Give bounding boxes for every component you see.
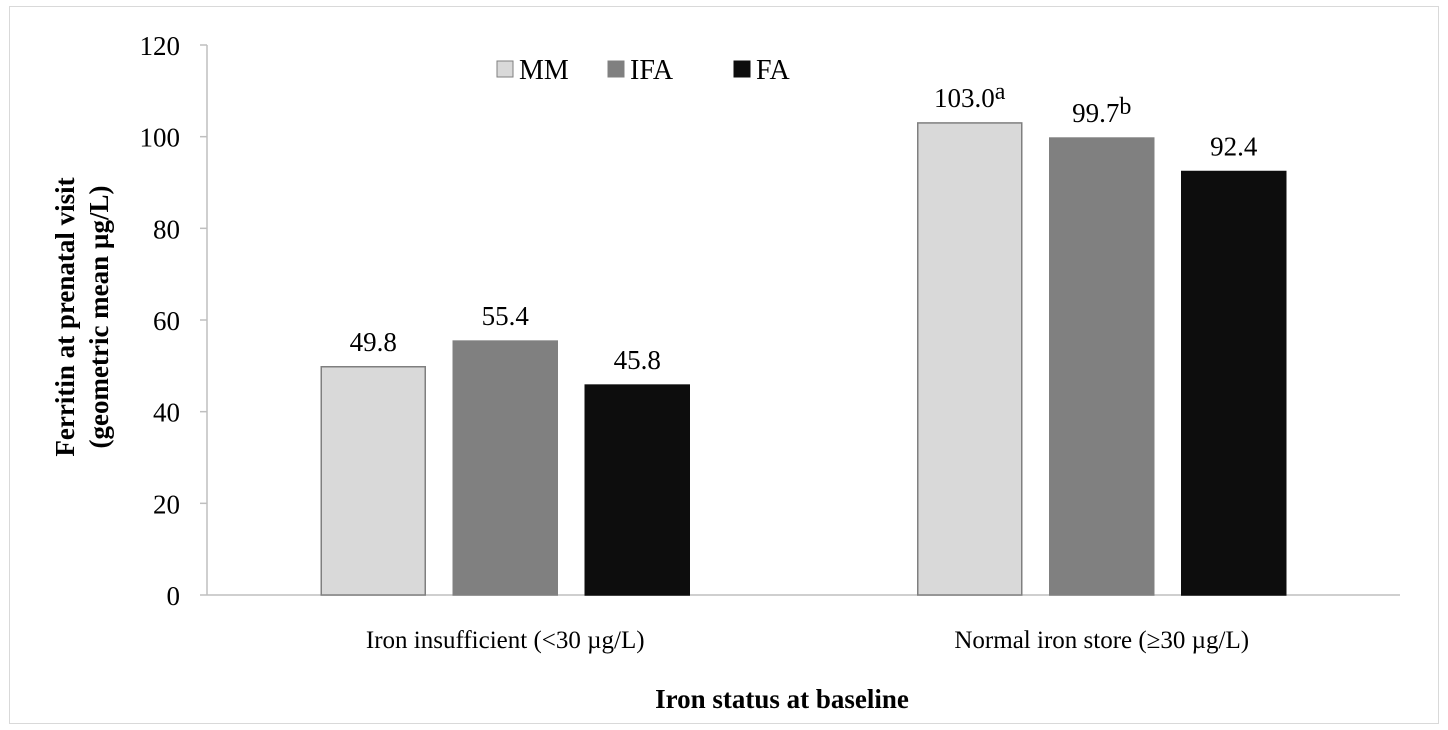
y-tick-label: 60 xyxy=(153,306,180,336)
y-tick-label: 120 xyxy=(140,31,181,61)
legend-label-ifa: IFA xyxy=(630,55,674,86)
data-label: 99.7b xyxy=(1072,94,1131,128)
y-tick-label: 80 xyxy=(153,214,180,244)
bar-ifa xyxy=(452,340,558,596)
legend-swatch-mm xyxy=(496,60,514,78)
y-tick-label: 0 xyxy=(167,581,181,611)
bar-mm xyxy=(917,122,1023,596)
bar-fa xyxy=(584,384,690,596)
y-axis-title: Ferritin at prenatal visit (geometric mea… xyxy=(50,177,114,456)
x-axis-title: Iron status at baseline xyxy=(655,684,909,714)
legend-swatch-fa xyxy=(733,60,751,78)
bar-ifa xyxy=(1049,137,1155,596)
x-category-label: Normal iron store (≥30 µg/L) xyxy=(954,627,1249,654)
legend-label-fa: FA xyxy=(756,55,790,86)
x-category-label: Iron insufficient (<30 µg/L) xyxy=(366,627,645,654)
y-tick-label: 20 xyxy=(153,489,180,519)
data-label: 92.4 xyxy=(1210,132,1258,162)
data-label: 103.0a xyxy=(934,79,1006,113)
legend-swatch-ifa xyxy=(607,60,625,78)
data-label: 45.8 xyxy=(614,345,661,375)
bars: 49.8 55.4 45.8 103.0a 99.7b 92.4 xyxy=(320,79,1287,596)
legend-label-mm: MM xyxy=(519,55,569,86)
y-tick-label: 100 xyxy=(140,123,181,153)
data-label: 55.4 xyxy=(482,301,530,331)
x-axis-categories: Iron insufficient (<30 µg/L) Normal iron … xyxy=(366,627,1249,654)
y-tick-label: 40 xyxy=(153,398,180,428)
bar-mm xyxy=(320,366,426,596)
data-label: 49.8 xyxy=(350,327,397,357)
legend: MM IFA FA xyxy=(496,55,790,86)
bar-fa xyxy=(1181,170,1287,596)
